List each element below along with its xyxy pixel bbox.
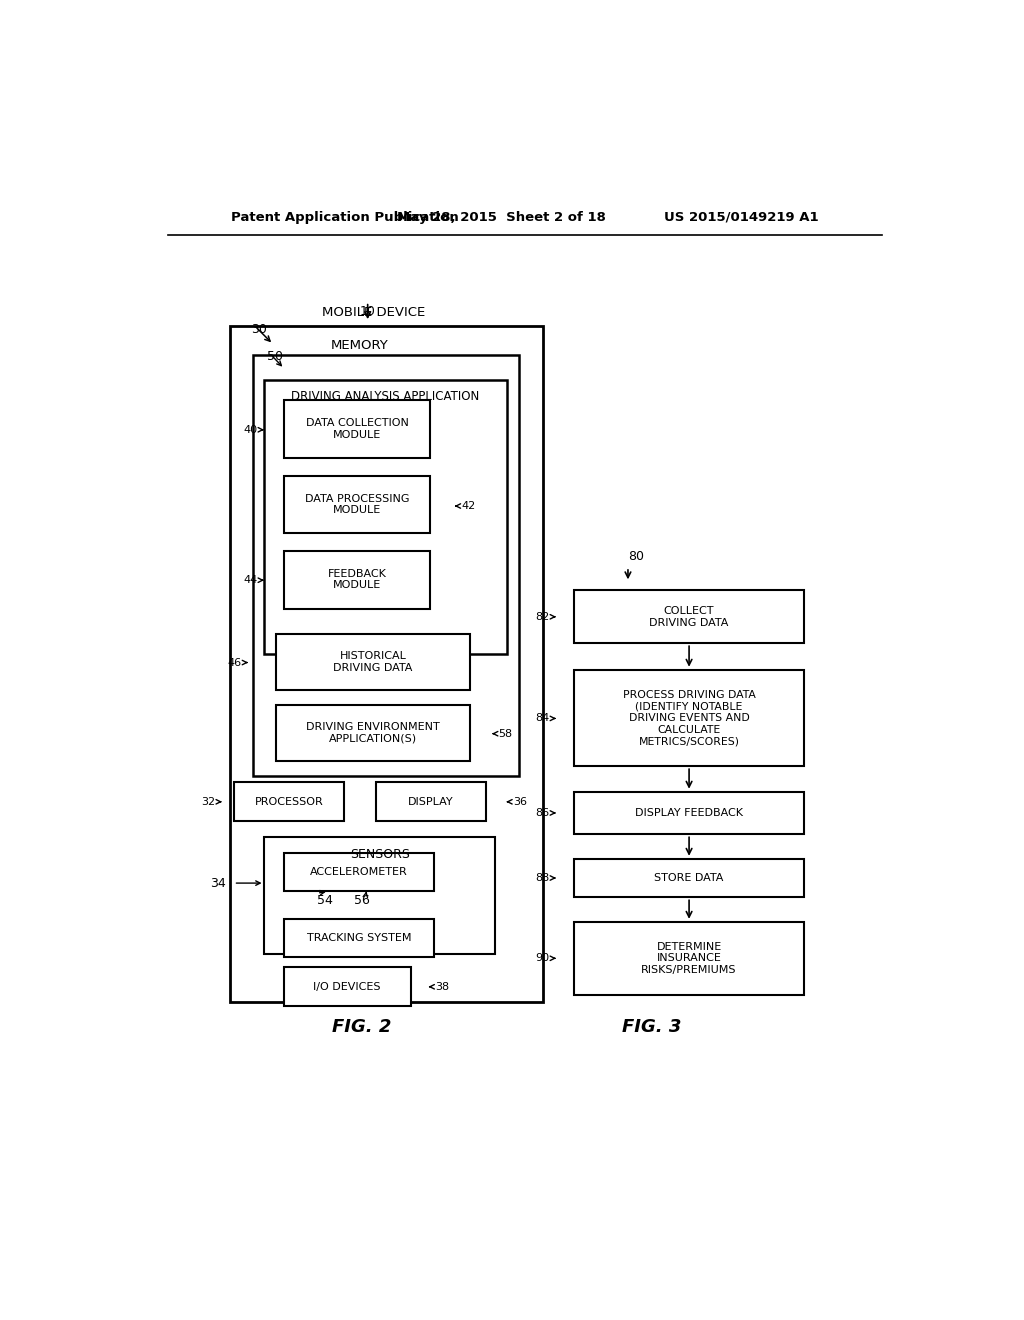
Bar <box>234 783 344 821</box>
Text: 50: 50 <box>267 350 283 363</box>
Text: 10: 10 <box>359 305 376 318</box>
Text: 80: 80 <box>628 550 644 564</box>
Text: 88: 88 <box>536 873 550 883</box>
Bar <box>284 968 411 1006</box>
Text: MOBILE DEVICE: MOBILE DEVICE <box>323 306 426 319</box>
Text: SENSORS: SENSORS <box>349 847 410 861</box>
Text: HISTORICAL
DRIVING DATA: HISTORICAL DRIVING DATA <box>333 651 413 673</box>
Text: 58: 58 <box>499 729 513 739</box>
Text: 82: 82 <box>536 611 550 622</box>
Bar <box>377 783 486 821</box>
Text: PROCESS DRIVING DATA
(IDENTIFY NOTABLE
DRIVING EVENTS AND
CALCULATE
METRICS/SCOR: PROCESS DRIVING DATA (IDENTIFY NOTABLE D… <box>623 690 756 746</box>
Text: I/O DEVICES: I/O DEVICES <box>313 982 381 991</box>
Text: 30: 30 <box>251 322 267 335</box>
Text: 90: 90 <box>536 953 550 964</box>
Bar <box>284 400 430 458</box>
Bar <box>275 705 470 762</box>
Bar <box>574 590 804 643</box>
Bar <box>574 792 804 834</box>
Bar <box>574 859 804 898</box>
Text: MEMORY: MEMORY <box>331 339 388 352</box>
Text: FEEDBACK
MODULE: FEEDBACK MODULE <box>328 569 386 590</box>
Text: 46: 46 <box>227 657 242 668</box>
Bar <box>284 919 434 957</box>
Text: 32: 32 <box>201 797 215 807</box>
Bar <box>284 550 430 609</box>
Bar <box>229 326 543 1002</box>
Text: 86: 86 <box>536 808 550 818</box>
Bar <box>574 669 804 766</box>
Text: DISPLAY FEEDBACK: DISPLAY FEEDBACK <box>635 808 743 818</box>
Text: DRIVING ANALYSIS APPLICATION: DRIVING ANALYSIS APPLICATION <box>292 391 479 403</box>
Text: May 28, 2015  Sheet 2 of 18: May 28, 2015 Sheet 2 of 18 <box>396 211 605 224</box>
Text: COLLECT
DRIVING DATA: COLLECT DRIVING DATA <box>649 606 729 627</box>
Text: US 2015/0149219 A1: US 2015/0149219 A1 <box>664 211 818 224</box>
Text: 36: 36 <box>513 797 527 807</box>
Text: ACCELEROMETER: ACCELEROMETER <box>310 867 408 876</box>
Bar <box>574 921 804 995</box>
Text: 42: 42 <box>461 502 475 511</box>
Bar <box>253 355 519 776</box>
Bar <box>284 853 434 891</box>
Text: 56: 56 <box>354 894 370 907</box>
Bar <box>264 837 495 954</box>
Text: DETERMINE
INSURANCE
RISKS/PREMIUMS: DETERMINE INSURANCE RISKS/PREMIUMS <box>641 941 737 975</box>
Text: PROCESSOR: PROCESSOR <box>255 797 324 807</box>
Bar <box>284 475 430 533</box>
Text: DRIVING ENVIRONMENT
APPLICATION(S): DRIVING ENVIRONMENT APPLICATION(S) <box>306 722 439 744</box>
Text: DISPLAY: DISPLAY <box>409 797 454 807</box>
Text: 44: 44 <box>243 576 257 585</box>
Text: 34: 34 <box>210 876 225 890</box>
Text: TRACKING SYSTEM: TRACKING SYSTEM <box>306 933 412 942</box>
Text: FIG. 3: FIG. 3 <box>623 1019 681 1036</box>
Text: 38: 38 <box>435 982 450 991</box>
Text: FIG. 2: FIG. 2 <box>333 1019 392 1036</box>
Text: Patent Application Publication: Patent Application Publication <box>231 211 459 224</box>
Bar <box>264 380 507 655</box>
Text: DATA PROCESSING
MODULE: DATA PROCESSING MODULE <box>305 494 410 515</box>
Bar <box>275 634 470 690</box>
Text: DATA COLLECTION
MODULE: DATA COLLECTION MODULE <box>305 418 409 440</box>
Text: STORE DATA: STORE DATA <box>654 873 724 883</box>
Text: 40: 40 <box>244 425 257 434</box>
Text: 84: 84 <box>536 713 550 723</box>
Text: 54: 54 <box>316 894 333 907</box>
